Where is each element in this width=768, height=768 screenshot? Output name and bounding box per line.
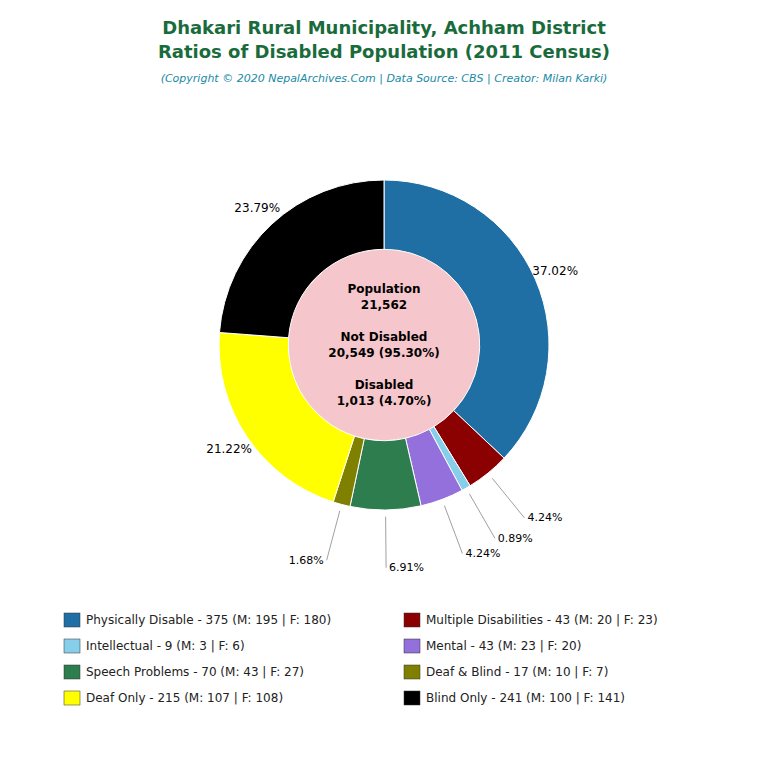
data-label: 4.24% [465, 547, 500, 560]
legend: Physically Disable - 375 (M: 195 | F: 18… [64, 613, 658, 705]
data-label: 23.79% [234, 201, 280, 215]
center-text: Population 21,562 Not Disabled 20,549 (95.3… [328, 282, 439, 408]
subtitle: (Copyright © 2020 NepalArchives.Com | Da… [161, 72, 608, 85]
legend-entry: Physically Disable - 375 (M: 195 | F: 18… [86, 613, 331, 627]
leader-line [469, 494, 494, 538]
legend-entry: Intellectual - 9 (M: 3 | F: 6) [86, 639, 245, 653]
data-label: 37.02% [532, 264, 578, 278]
background [0, 0, 768, 768]
legend-entry: Speech Problems - 70 (M: 43 | F: 27) [86, 665, 304, 679]
legend-entry: Blind Only - 241 (M: 100 | F: 141) [426, 691, 625, 705]
legend-swatch [404, 613, 420, 627]
legend-entry: Deaf Only - 215 (M: 107 | F: 108) [86, 691, 283, 705]
legend-swatch [64, 639, 80, 653]
data-label: 6.91% [389, 561, 424, 574]
legend-swatch [64, 613, 80, 627]
legend-swatch [404, 665, 420, 679]
title: Dhakari Rural Municipality, Achham Distr… [162, 17, 606, 38]
data-label: 0.89% [498, 532, 533, 545]
legend-swatch [404, 691, 420, 705]
data-labels: 37.02% 4.24% 0.89% 4.24% 6.91% 1.68% 21.22% 23.… [206, 201, 578, 574]
annotation: 1,013 (4.70%) [337, 394, 432, 408]
annotation: Not Disabled [341, 330, 428, 344]
annotation: 21,562 [361, 298, 407, 312]
leader-line [385, 517, 386, 568]
slices [219, 180, 549, 510]
annotation: Disabled [355, 378, 414, 392]
legend-swatch [64, 691, 80, 705]
legend-entry: Mental - 43 (M: 23 | F: 20) [426, 639, 581, 653]
title: Ratios of Disabled Population (2011 Cens… [158, 41, 610, 62]
data-label: 1.68% [289, 554, 324, 567]
data-label: 4.24% [527, 511, 562, 524]
legend-swatch [404, 639, 420, 653]
leader-line [327, 511, 340, 560]
annotation: Population [347, 282, 420, 296]
annotation: 20,549 (95.30%) [328, 346, 439, 360]
legend-entry: Deaf & Blind - 17 (M: 10 | F: 7) [426, 665, 608, 679]
legend-swatch [64, 665, 80, 679]
center-circle [289, 250, 479, 440]
leader-line [444, 506, 462, 554]
leader-line [492, 478, 524, 518]
chart: Dhakari Rural Municipality, Achham Distr… [0, 0, 768, 768]
data-label: 21.22% [206, 442, 252, 456]
legend-entry: Multiple Disabilities - 43 (M: 20 | F: 2… [426, 613, 658, 627]
